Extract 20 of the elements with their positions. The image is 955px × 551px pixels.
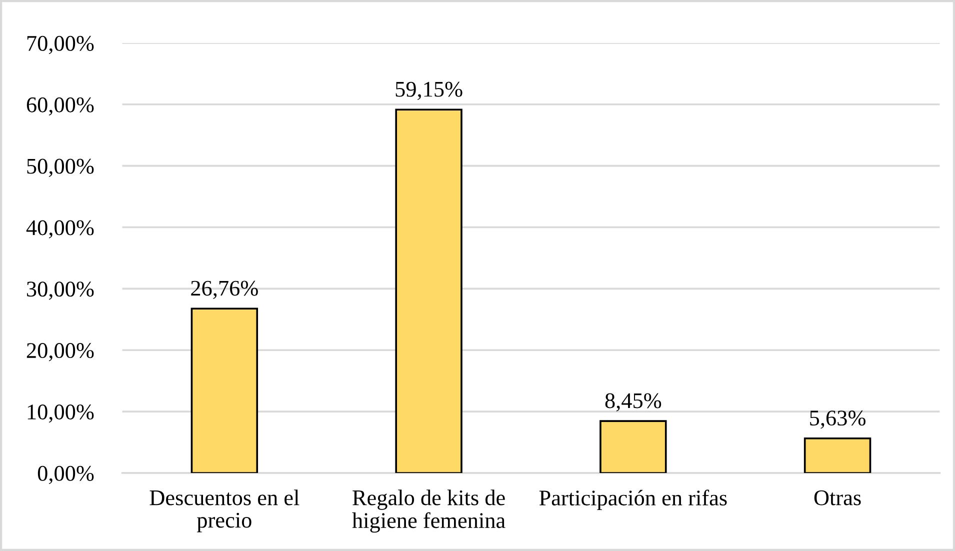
- y-tick-label: 0,00%: [38, 466, 94, 484]
- bar: [190, 308, 258, 473]
- y-tick-label: 70,00%: [27, 36, 94, 54]
- y-tick-label: 60,00%: [26, 97, 94, 116]
- data-label: 26,76%: [191, 280, 258, 299]
- data-label: 5,63%: [810, 410, 866, 429]
- data-label: 59,15%: [396, 82, 462, 100]
- bar: [804, 437, 872, 473]
- y-tick-label: 40,00%: [26, 220, 94, 238]
- x-tick-label: Participación en rifas: [539, 490, 727, 510]
- bar: [600, 420, 667, 473]
- x-tick-label: Descuentos en el precio: [150, 490, 300, 532]
- y-tick-label: 20,00%: [26, 343, 94, 362]
- bar: [395, 108, 462, 473]
- y-tick-label: 30,00%: [27, 282, 94, 300]
- x-tick-label: Otras: [814, 490, 861, 506]
- data-label: 8,45%: [605, 393, 662, 412]
- y-tick-label: 50,00%: [27, 158, 94, 177]
- x-tick-label: Regalo de kits de higiene femenina: [352, 490, 506, 533]
- y-tick-label: 10,00%: [28, 404, 94, 423]
